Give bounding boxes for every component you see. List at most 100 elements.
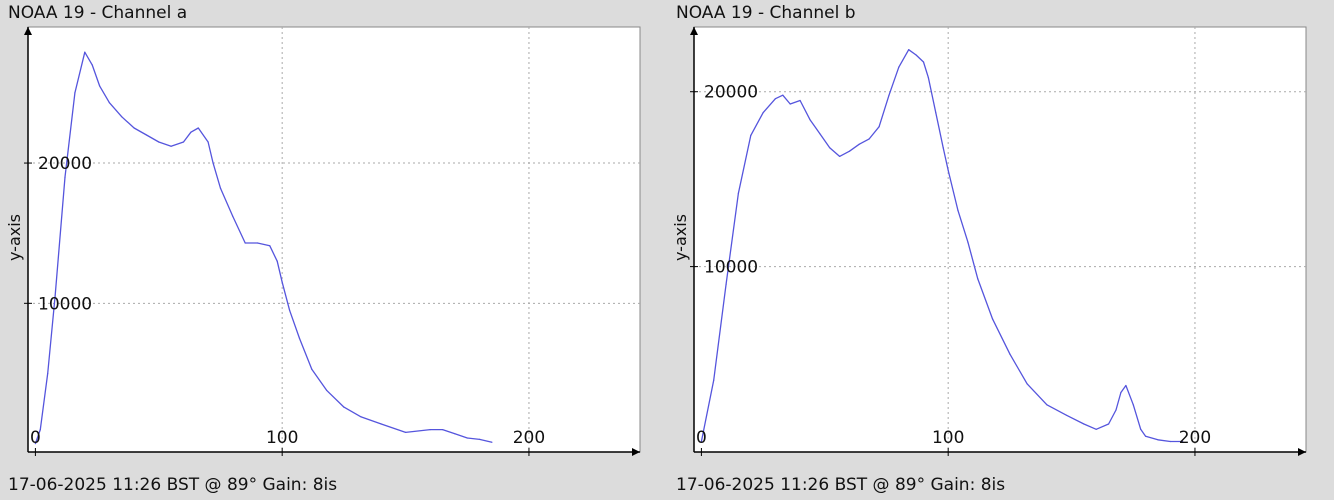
- data-point: [39, 429, 41, 431]
- data-point: [121, 116, 123, 118]
- data-point: [809, 119, 811, 121]
- y-axis-label: y-axis: [671, 214, 690, 261]
- chart-footer-channel-a: 17-06-2025 11:26 BST @ 89° Gain: 8is: [8, 475, 338, 495]
- data-point: [725, 283, 727, 285]
- data-point: [326, 389, 328, 391]
- data-point: [858, 143, 860, 145]
- data-point: [145, 134, 148, 136]
- data-point: [207, 141, 209, 143]
- data-point: [182, 141, 185, 143]
- data-point: [84, 51, 86, 53]
- data-point: [133, 127, 135, 129]
- data-point: [868, 138, 870, 140]
- x-tick-label: 200: [513, 428, 545, 448]
- x-tick-label: 100: [266, 428, 298, 448]
- x-tick-label: 100: [932, 428, 964, 448]
- data-point: [819, 133, 821, 135]
- data-point: [311, 368, 313, 370]
- data-point: [54, 295, 56, 297]
- chart-title-channel-b: NOAA 19 - Channel b: [676, 3, 856, 23]
- data-point: [298, 337, 301, 339]
- data-point: [799, 99, 801, 102]
- data-point: [429, 429, 431, 431]
- data-point: [750, 134, 752, 136]
- data-point: [244, 242, 246, 244]
- data-point: [737, 192, 739, 194]
- data-point: [1026, 383, 1028, 385]
- data-point: [269, 245, 271, 247]
- x-tick-label: 0: [30, 428, 41, 448]
- y-axis-arrow: [690, 27, 698, 35]
- x-axis-arrow: [632, 448, 640, 456]
- data-point: [1115, 409, 1117, 411]
- data-point: [927, 77, 929, 79]
- data-point: [34, 443, 37, 445]
- data-point: [1108, 423, 1110, 425]
- data-point: [276, 260, 278, 262]
- data-point: [957, 210, 959, 212]
- y-axis-label: y-axis: [5, 214, 24, 261]
- x-tick-label: 200: [1179, 428, 1211, 448]
- data-point: [158, 141, 160, 143]
- data-point: [479, 438, 481, 440]
- data-point: [700, 440, 702, 443]
- data-point: [64, 176, 66, 178]
- y-axis-arrow: [24, 27, 32, 35]
- data-point: [888, 94, 890, 96]
- data-point: [839, 155, 841, 157]
- data-point: [1125, 384, 1127, 387]
- data-point: [74, 92, 76, 94]
- data-point: [466, 437, 468, 439]
- data-point: [992, 318, 994, 320]
- data-point: [942, 147, 944, 149]
- data-point: [762, 112, 764, 114]
- data-point: [343, 406, 345, 408]
- y-tick-label: 10000: [704, 258, 758, 278]
- data-point: [848, 150, 851, 152]
- data-point: [947, 169, 949, 171]
- data-point: [1169, 440, 1171, 443]
- data-point: [1066, 414, 1068, 416]
- data-point: [1095, 428, 1097, 430]
- data-point: [212, 162, 214, 164]
- chart-channel-a: 0 100 200 10000 20000 y-axis: [5, 26, 641, 456]
- data-point: [1182, 440, 1184, 443]
- data-point: [256, 242, 259, 244]
- data-point: [1046, 404, 1048, 406]
- data-point: [967, 241, 969, 243]
- y-tick-label: 20000: [38, 154, 92, 174]
- data-point: [405, 431, 407, 433]
- x-axis-arrow: [1298, 448, 1306, 456]
- data-point: [281, 281, 283, 283]
- data-point: [1132, 404, 1134, 406]
- data-point: [190, 131, 192, 133]
- data-point: [454, 433, 456, 435]
- data-point: [878, 126, 880, 128]
- data-point: [1140, 428, 1142, 430]
- chart-footer-channel-b: 17-06-2025 11:26 BST @ 89° Gain: 8is: [676, 475, 1006, 495]
- data-point: [1120, 391, 1122, 394]
- y-tick-label: 20000: [704, 83, 758, 103]
- data-point: [99, 85, 101, 87]
- data-point: [977, 278, 979, 280]
- plot-area: [27, 26, 641, 453]
- data-point: [380, 423, 382, 425]
- data-point: [219, 187, 222, 189]
- data-point: [289, 309, 291, 311]
- data-point: [491, 441, 493, 443]
- data-point: [197, 127, 199, 129]
- data-point: [908, 49, 910, 51]
- data-point: [789, 103, 791, 105]
- data-point: [922, 61, 925, 63]
- data-point: [360, 416, 362, 418]
- data-point: [1157, 439, 1159, 441]
- data-point: [170, 145, 172, 147]
- chart-channel-b: 0 100 200 10000 20000 y-axis: [671, 26, 1307, 456]
- data-point: [442, 429, 444, 431]
- data-point: [898, 66, 900, 68]
- data-point: [91, 64, 93, 66]
- data-point: [935, 112, 937, 114]
- data-point: [829, 147, 831, 149]
- data-point: [713, 379, 715, 381]
